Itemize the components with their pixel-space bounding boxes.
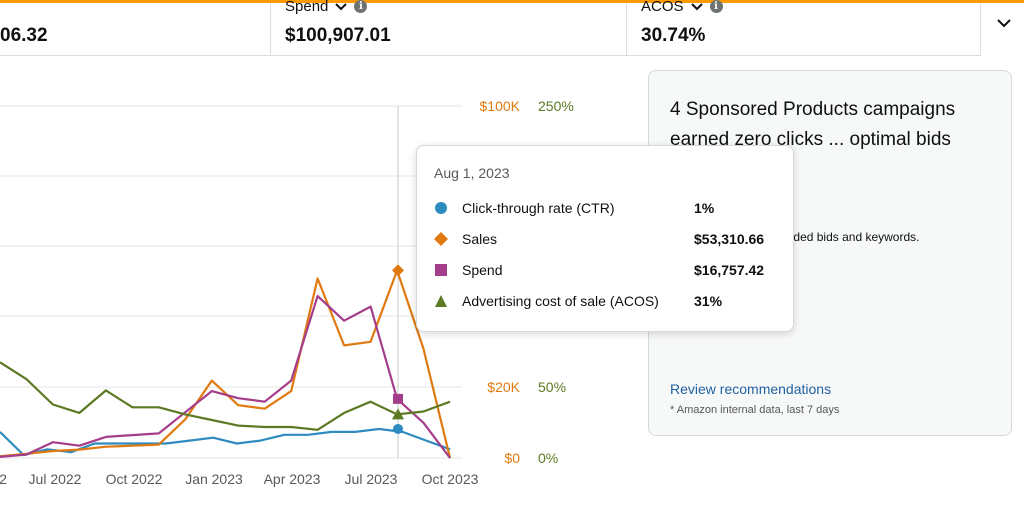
info-icon[interactable]: i [709,0,723,13]
metric-acos[interactable]: ACOS i 30.74% [626,0,981,55]
tooltip-row-value: $53,310.66 [694,231,765,247]
acos-point-marker [392,408,404,420]
series-line-3 [0,361,451,431]
tooltip-row-acos: Advertising cost of sale (ACOS) 31% [434,291,779,311]
review-recommendations-link[interactable]: Review recommendations [670,381,832,397]
metric-label: ACOS i [641,0,723,15]
tooltip-row-label: Sales [462,231,498,247]
metric-label-text: ACOS [641,0,684,15]
tooltip-row-ctr: Click-through rate (CTR) 1% [434,198,779,218]
card-footnote: * Amazon internal data, last 7 days [670,404,840,416]
x-axis-tick-label: Jan 2023 [185,471,243,487]
tooltip-row-value: 31% [694,293,723,309]
tooltip-row-label: Advertising cost of sale (ACOS) [462,293,659,309]
percent-axis-tick-label: 50% [538,379,566,395]
series-line-2 [0,295,451,459]
tooltip-row-value: $16,757.42 [694,262,765,278]
circle-marker-icon [435,202,447,214]
chevron-down-icon[interactable] [690,2,704,12]
metric-label: Spend i [285,0,368,15]
metric-label-text: Spend [285,0,329,15]
tooltip-row-value: 1% [694,200,715,216]
x-axis-tick-label: 2 [0,471,7,487]
spend-point-marker [393,393,403,404]
x-axis-tick-label: Jul 2023 [345,471,398,487]
ctr-point-marker [393,423,403,434]
percent-axis-tick-label: 0% [538,450,558,466]
chevron-down-icon[interactable] [334,2,348,12]
tooltip-row-label: Spend [462,262,503,278]
metric-value: $100,907.01 [285,25,391,46]
metric-spend[interactable]: Spend i $100,907.01 [270,0,627,55]
chart-tooltip: Aug 1, 2023 Click-through rate (CTR) 1% … [416,145,794,332]
x-axis-tick-label: Oct 2022 [106,471,163,487]
tooltip-row-sales: Sales $53,310.66 [434,229,779,249]
tooltip-row-label: Click-through rate (CTR) [462,200,615,216]
tooltip-date: Aug 1, 2023 [434,165,510,181]
square-marker-icon [435,264,447,276]
tooltip-row-spend: Spend $16,757.42 [434,260,779,280]
top-accent-bar [0,0,1024,3]
info-icon[interactable]: i [354,0,368,13]
series-line-1 [0,269,452,459]
metric-sales[interactable]: i 06.32 [0,3,268,55]
diamond-marker-icon [434,232,448,246]
money-axis-tick-label: $20K [487,379,520,395]
expand-chevron-icon[interactable] [993,12,1015,34]
triangle-marker-icon [435,295,447,307]
x-axis-tick-label: Oct 2023 [422,471,479,487]
performance-chart: 2 Jul 2022 Oct 2022 Jan 2023 Apr 2023 Jul 202… [0,98,574,487]
metric-value: 30.74% [641,25,706,46]
percent-axis-tick-label: 250% [538,98,574,114]
x-axis-tick-label: Jul 2022 [29,471,82,487]
x-axis-tick-label: Apr 2023 [264,471,321,487]
metric-value: 06.32 [0,25,48,46]
money-axis-tick-label: $0 [504,450,520,466]
metrics-bar: i 06.32 Spend i $100,907.01 ACOS i 30.74… [0,0,981,56]
money-axis-tick-label: $100K [480,98,521,114]
sales-point-marker [392,264,404,277]
